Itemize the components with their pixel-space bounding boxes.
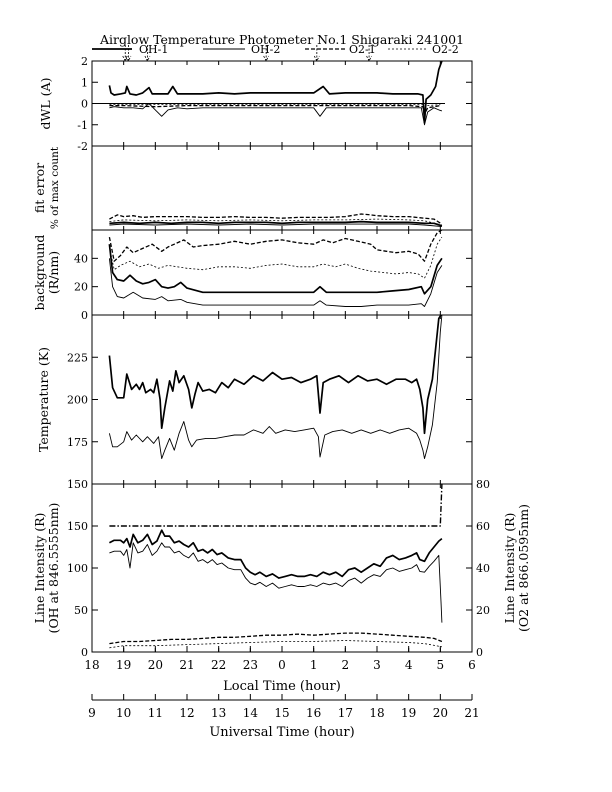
xtick-label-local-3: 21 bbox=[179, 658, 194, 672]
ytick-label-intensity-3: 150 bbox=[67, 520, 88, 533]
xtick-label-local-5: 23 bbox=[243, 658, 258, 672]
xtick-label-local-2: 20 bbox=[148, 658, 163, 672]
xtick-label-ut-1: 10 bbox=[116, 706, 131, 720]
ytick-label-background-0: 0 bbox=[81, 309, 88, 322]
series-background-4 bbox=[109, 236, 443, 279]
series-intensity-1 bbox=[109, 529, 443, 579]
series-background-1 bbox=[108, 244, 443, 295]
xtick-label-ut-0: 9 bbox=[88, 706, 96, 720]
xtick-label-ut-2: 11 bbox=[148, 706, 163, 720]
xtick-label-ut-8: 17 bbox=[338, 706, 353, 720]
y2tick-label-intensity-1: 20 bbox=[476, 604, 490, 617]
panel-frame-background bbox=[91, 229, 473, 316]
xtick-label-ut-10: 19 bbox=[401, 706, 416, 720]
xtick-label-local-9: 3 bbox=[373, 658, 381, 672]
ylabel-fit-1: fit error bbox=[32, 163, 47, 213]
xtick-label-local-10: 4 bbox=[405, 658, 413, 672]
event-marker-5 bbox=[313, 45, 320, 62]
xtick-label-ut-12: 21 bbox=[464, 706, 479, 720]
legend-label-2: OH-2 bbox=[251, 43, 280, 56]
series-dwl-3 bbox=[109, 104, 441, 115]
series-dwl-1 bbox=[108, 61, 443, 124]
y2label-intensity-1: Line Intensity (R) bbox=[502, 513, 517, 624]
panel-frame-intensity bbox=[91, 483, 473, 653]
chart-title: Airglow Temperature Photometer No.1 Shig… bbox=[99, 32, 464, 47]
ytick-label-background-2: 40 bbox=[74, 252, 88, 265]
y2tick-label-intensity-0: 0 bbox=[476, 646, 483, 659]
xtick-label-local-7: 1 bbox=[310, 658, 318, 672]
series-temperature-1 bbox=[108, 314, 442, 435]
series-fit-4 bbox=[109, 218, 442, 226]
y2tick-label-intensity-3: 60 bbox=[476, 520, 490, 533]
ylabel-temperature: Temperature (K) bbox=[36, 347, 51, 452]
legend-entry-4: O2-2 bbox=[388, 43, 459, 56]
xtick-label-local-6: 0 bbox=[278, 658, 286, 672]
ytick-label-temperature-3: 225 bbox=[67, 351, 88, 364]
ylabel-background-1: background bbox=[32, 235, 47, 311]
ytick-label-dwl-4: 2 bbox=[81, 55, 88, 68]
ylabel-intensity-1: Line Intensity (R) bbox=[32, 513, 47, 624]
series-fit-3 bbox=[109, 213, 443, 225]
ytick-label-dwl-1: -1 bbox=[77, 119, 88, 132]
y2tick-label-intensity-2: 40 bbox=[476, 562, 490, 575]
xtick-label-ut-4: 13 bbox=[211, 706, 226, 720]
xtick-label-local-8: 2 bbox=[342, 658, 350, 672]
series-intensity-3 bbox=[109, 632, 443, 645]
ylabel-background-2: (R/nm) bbox=[46, 251, 61, 294]
ytick-label-temperature-0: 150 bbox=[67, 478, 88, 491]
xtick-label-ut-5: 14 bbox=[243, 706, 259, 720]
ytick-label-intensity-1: 50 bbox=[74, 604, 88, 617]
xtick-label-local-11: 5 bbox=[437, 658, 445, 672]
series-fit-2 bbox=[109, 223, 442, 228]
series-intensity-5 bbox=[109, 483, 443, 527]
series-background-2 bbox=[108, 258, 443, 307]
xtick-label-ut-3: 12 bbox=[179, 706, 194, 720]
panel-frame-temperature bbox=[91, 314, 473, 485]
xtick-label-ut-11: 20 bbox=[433, 706, 448, 720]
series-dwl-4 bbox=[109, 104, 441, 111]
legend-label-3: O2-1 bbox=[349, 43, 376, 56]
xtick-label-local-12: 6 bbox=[468, 658, 476, 672]
series-background-3 bbox=[108, 229, 443, 262]
ytick-label-dwl-3: 1 bbox=[81, 76, 88, 89]
series-temperature-2 bbox=[108, 314, 443, 460]
ytick-label-intensity-2: 100 bbox=[67, 562, 88, 575]
series-intensity-2 bbox=[109, 542, 443, 623]
series-intensity-4 bbox=[109, 640, 442, 649]
xlabel-local: Local Time (hour) bbox=[223, 679, 341, 694]
ytick-label-background-1: 20 bbox=[74, 281, 88, 294]
xtick-label-local-0: 18 bbox=[84, 658, 99, 672]
ylabel-fit-2: % of max count bbox=[49, 146, 61, 229]
xtick-label-local-4: 22 bbox=[211, 658, 226, 672]
series-fit-1 bbox=[109, 220, 443, 227]
legend-label-1: OH-1 bbox=[139, 43, 168, 56]
ytick-label-intensity-0: 0 bbox=[81, 646, 88, 659]
legend-label-4: O2-2 bbox=[432, 43, 459, 56]
xlabel-ut: Universal Time (hour) bbox=[209, 725, 354, 740]
ytick-label-temperature-1: 175 bbox=[67, 436, 88, 449]
legend-entry-2: OH-2 bbox=[203, 43, 280, 56]
ylabel-intensity-2: (OH at 846.5555nm) bbox=[46, 503, 61, 634]
ytick-label-temperature-2: 200 bbox=[67, 394, 88, 407]
y2label-intensity-2: (O2 at 866.0595nm) bbox=[516, 504, 531, 632]
y2tick-label-intensity-4: 80 bbox=[476, 478, 490, 491]
xtick-label-local-1: 19 bbox=[116, 658, 131, 672]
ylabel-dwl: dWL (A) bbox=[38, 78, 53, 130]
xtick-label-ut-6: 15 bbox=[274, 706, 289, 720]
ytick-label-dwl-0: -2 bbox=[77, 140, 88, 153]
ytick-label-dwl-2: 0 bbox=[81, 98, 88, 111]
xtick-label-ut-9: 18 bbox=[369, 706, 384, 720]
xtick-label-ut-7: 16 bbox=[306, 706, 321, 720]
event-marker-1 bbox=[122, 45, 129, 62]
